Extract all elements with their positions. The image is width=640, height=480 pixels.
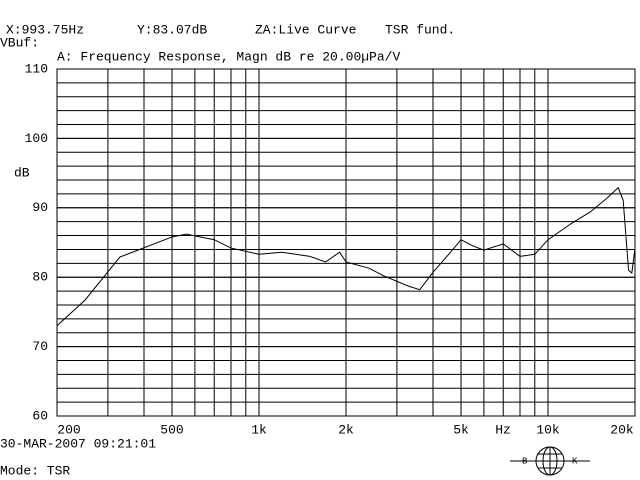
timestamp: 30-MAR-2007 09:21:01 — [0, 436, 156, 451]
mode: Mode: TSR — [0, 463, 70, 478]
cursor-y: Y:83.07dB — [137, 22, 207, 37]
buffer: VBuf: — [0, 35, 39, 50]
cursor-x: X:993.75Hz — [6, 22, 84, 37]
y-tick-label: 60 — [32, 408, 48, 423]
y-axis-label: dB — [14, 165, 30, 180]
y-tick-label: 80 — [32, 270, 48, 285]
curve — [56, 186, 636, 327]
x-tick-label: 2k — [338, 422, 354, 437]
logo-b: B — [522, 456, 528, 466]
x-tick-label: 20k — [610, 422, 634, 437]
chart-title: A: Frequency Response, Magn dB re 20.00µ… — [57, 49, 400, 64]
y-tick-label: 90 — [32, 200, 48, 215]
curve-name: ZA:Live Curve — [255, 22, 356, 37]
x-tick-label: 1k — [251, 422, 267, 437]
x-tick-label: 10k — [536, 422, 560, 437]
logo-k: K — [572, 456, 578, 466]
y-tick-label: 110 — [25, 61, 48, 76]
x-tick-label: 500 — [160, 422, 183, 437]
x-axis-label: Hz — [495, 422, 511, 437]
y-tick-label: 100 — [25, 131, 48, 146]
y-tick-label: 70 — [32, 339, 48, 354]
mode-label: TSR fund. — [385, 22, 455, 37]
logo: B K — [510, 446, 590, 476]
x-tick-label: 5k — [453, 422, 469, 437]
x-tick-label: 200 — [57, 422, 80, 437]
